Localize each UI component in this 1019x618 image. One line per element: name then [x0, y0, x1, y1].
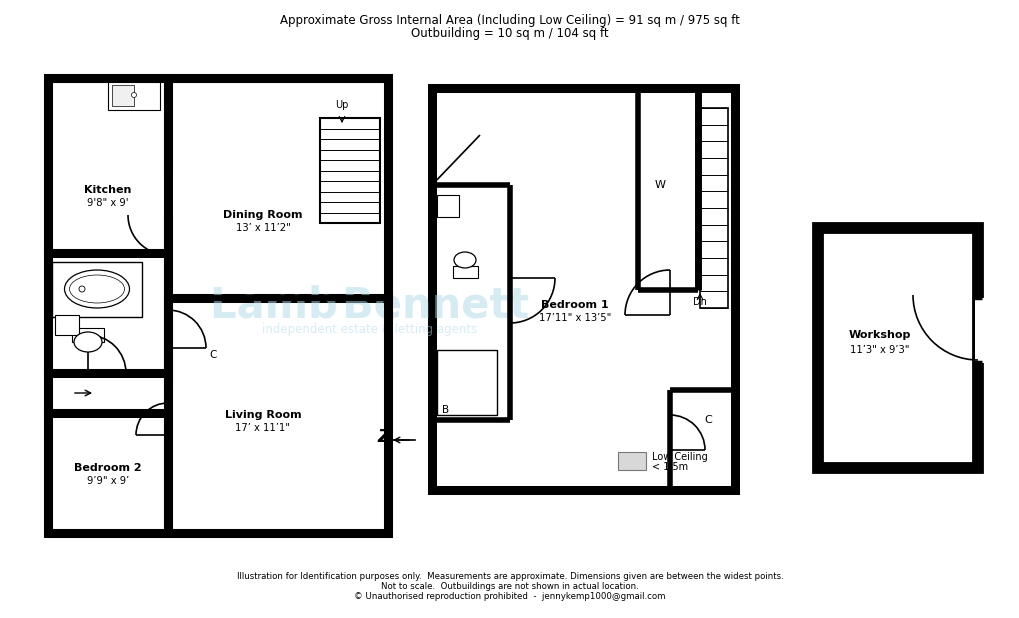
Text: Dn: Dn: [692, 297, 706, 307]
Bar: [48, 413, 168, 533]
Text: Outbuilding = 10 sq m / 104 sq ft: Outbuilding = 10 sq m / 104 sq ft: [411, 27, 608, 40]
Bar: [72, 328, 104, 342]
Bar: [55, 315, 78, 335]
Bar: [817, 228, 977, 468]
Text: C: C: [703, 415, 711, 425]
Text: Lamb Bennett: Lamb Bennett: [210, 284, 529, 326]
Text: B: B: [441, 405, 448, 415]
Bar: [48, 78, 168, 253]
Bar: [48, 253, 168, 373]
Ellipse shape: [453, 252, 476, 268]
Circle shape: [78, 286, 85, 292]
Text: C: C: [209, 350, 216, 360]
Text: Dining Room: Dining Room: [223, 210, 303, 220]
Text: Living Room: Living Room: [224, 410, 301, 420]
Bar: [432, 88, 735, 490]
Bar: [699, 108, 728, 308]
Bar: [436, 195, 459, 217]
Text: Bedroom 1: Bedroom 1: [541, 300, 608, 310]
Bar: [436, 350, 496, 415]
Text: independent estate & letting agents: independent estate & letting agents: [262, 323, 477, 336]
Bar: [320, 118, 380, 223]
Text: Bedroom 2: Bedroom 2: [74, 463, 142, 473]
Text: Kitchen: Kitchen: [85, 185, 131, 195]
Bar: [452, 266, 478, 278]
Circle shape: [131, 93, 137, 98]
Bar: [108, 82, 160, 110]
Text: 9’9" x 9’: 9’9" x 9’: [87, 476, 129, 486]
Text: 11’3" x 9’3": 11’3" x 9’3": [850, 345, 909, 355]
Ellipse shape: [64, 270, 129, 308]
Text: Up: Up: [335, 100, 348, 110]
Text: Not to scale.  Outbuildings are not shown in actual location.: Not to scale. Outbuildings are not shown…: [381, 582, 638, 591]
Bar: [48, 373, 168, 413]
Text: 9'8" x 9': 9'8" x 9': [87, 198, 128, 208]
Text: Illustration for Identification purposes only.  Measurements are approximate. Di: Illustration for Identification purposes…: [236, 572, 783, 581]
Bar: [618, 452, 645, 470]
Ellipse shape: [69, 275, 124, 303]
Bar: [168, 298, 387, 533]
Ellipse shape: [74, 332, 102, 352]
Text: © Unauthorised reproduction prohibited  -  jennykemp1000@gmail.com: © Unauthorised reproduction prohibited -…: [354, 592, 665, 601]
Text: W: W: [654, 180, 664, 190]
Text: Low Ceiling: Low Ceiling: [651, 452, 707, 462]
Bar: [974, 298, 984, 363]
Text: 17’ x 11’1": 17’ x 11’1": [235, 423, 290, 433]
Bar: [52, 262, 142, 317]
Text: Workshop: Workshop: [848, 330, 910, 340]
Text: 17’11" x 13’5": 17’11" x 13’5": [538, 313, 610, 323]
Text: Approximate Gross Internal Area (Including Low Ceiling) = 91 sq m / 975 sq ft: Approximate Gross Internal Area (Includi…: [280, 14, 739, 27]
Text: < 1.5m: < 1.5m: [651, 462, 688, 472]
Text: 13’ x 11’2": 13’ x 11’2": [235, 223, 290, 233]
Bar: [168, 78, 387, 298]
Bar: [112, 85, 133, 106]
Text: Z: Z: [377, 428, 390, 446]
